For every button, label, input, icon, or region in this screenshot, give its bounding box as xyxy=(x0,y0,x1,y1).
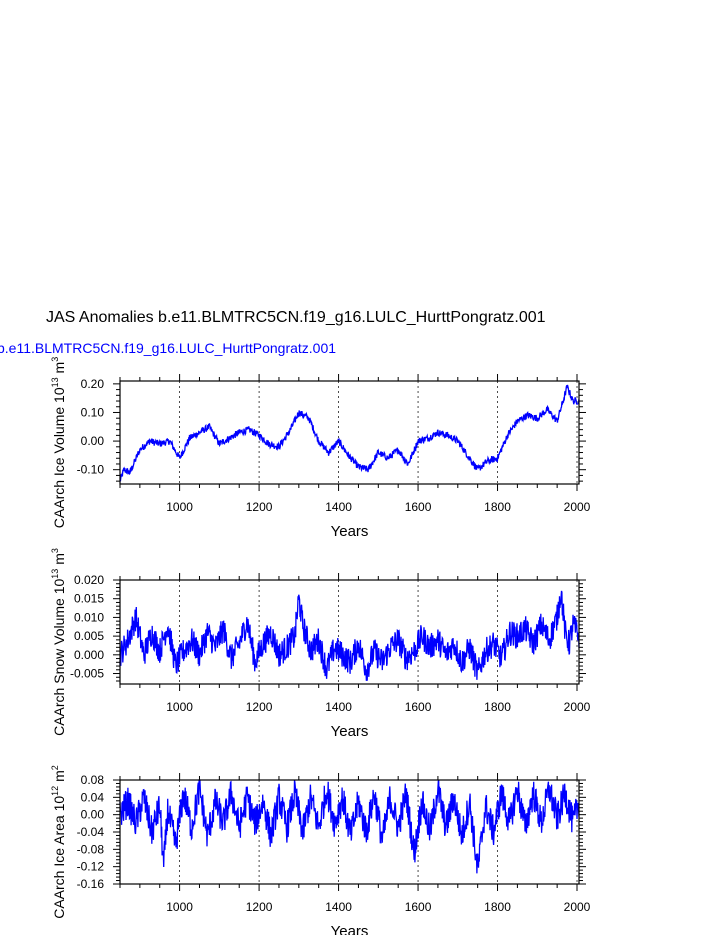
x-tick-label: 1200 xyxy=(246,700,273,714)
x-axis-label: Years xyxy=(331,923,369,935)
x-tick-label: 2000 xyxy=(564,500,591,514)
y-tick-label: 0.00 xyxy=(81,434,105,448)
x-tick-label: 1400 xyxy=(325,500,352,514)
x-tick-label: 1600 xyxy=(405,900,432,914)
y-tick-label: 0.10 xyxy=(81,405,105,419)
x-tick-label: 1200 xyxy=(246,900,273,914)
x-tick-label: 1000 xyxy=(166,500,193,514)
chart-title: JAS Anomalies b.e11.BLMTRC5CN.f19_g16.LU… xyxy=(46,309,546,326)
y-tick-label: -0.005 xyxy=(70,667,104,681)
y-axis-label: CAArch Ice Volume 1013 m3 xyxy=(50,357,67,528)
x-tick-label: 1800 xyxy=(484,500,511,514)
x-axis-label: Years xyxy=(331,723,369,740)
panels: 1000 1200 1400 1600 1800 2000 -0.10 0.00 0.10 0.2… xyxy=(50,357,591,935)
x-axis-label: Years xyxy=(331,523,369,540)
series-line xyxy=(119,590,580,681)
y-tick-label: -0.16 xyxy=(77,877,105,891)
x-tick-label: 1600 xyxy=(405,700,432,714)
panel-3: 1000 1200 1400 1600 1800 2000 -0.16 -0.12 -0.08 -… xyxy=(50,765,591,935)
y-tick-label: 0.005 xyxy=(74,629,104,643)
y-tick-label: -0.08 xyxy=(77,842,105,856)
y-tick-label: 0.08 xyxy=(81,773,105,787)
y-tick-label: -0.12 xyxy=(77,860,105,874)
x-tick-label: 1200 xyxy=(246,500,273,514)
y-tick-label: 0.20 xyxy=(81,377,105,391)
x-tick-label: 1600 xyxy=(405,500,432,514)
x-tick-label: 2000 xyxy=(564,700,591,714)
y-tick-label: -0.10 xyxy=(77,463,105,477)
x-tick-label: 1800 xyxy=(484,900,511,914)
y-tick-label: 0.00 xyxy=(81,808,105,822)
x-tick-label: 1000 xyxy=(166,900,193,914)
plot-frame xyxy=(119,380,580,485)
series-line xyxy=(119,384,580,482)
y-tick-label: -0.04 xyxy=(77,825,105,839)
series-line xyxy=(119,779,580,874)
legend-label: b.e11.BLMTRC5CN.f19_g16.LULC_HurttPongra… xyxy=(0,340,336,356)
x-tick-label: 1400 xyxy=(325,900,352,914)
y-axis-label: CAArch Ice Area 1012 m2 xyxy=(50,765,67,919)
x-tick-label: 1000 xyxy=(166,700,193,714)
x-tick-label: 1800 xyxy=(484,700,511,714)
y-axis-label: CAArch Snow Volume 1013 m3 xyxy=(50,548,67,736)
y-tick-label: 0.04 xyxy=(81,790,105,804)
y-tick-label: 0.010 xyxy=(74,610,104,624)
y-tick-label: 0.000 xyxy=(74,648,104,662)
y-tick-label: 0.020 xyxy=(74,573,104,587)
y-tick-label: 0.015 xyxy=(74,592,104,606)
panel-2: 1000 1200 1400 1600 1800 2000 -0.005 0.000 0.005… xyxy=(50,548,591,740)
x-tick-label: 2000 xyxy=(564,900,591,914)
panel-1: 1000 1200 1400 1600 1800 2000 -0.10 0.00 0.10 0.2… xyxy=(50,357,591,540)
x-tick-label: 1400 xyxy=(325,700,352,714)
